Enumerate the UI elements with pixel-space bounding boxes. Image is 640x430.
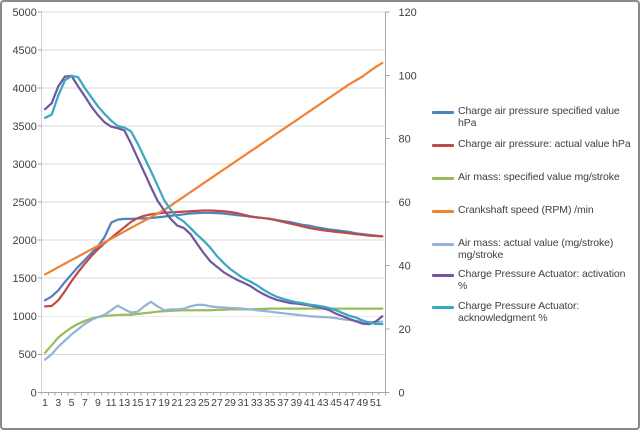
y-axis-left: 0 500 1000 1500 2000 2500 3000 3500 4000 4500 5000 bbox=[12, 7, 42, 399]
x-axis-label: 23 bbox=[185, 398, 197, 409]
y-axis-left-label: 1500 bbox=[12, 273, 36, 285]
x-axis-label: 19 bbox=[158, 398, 170, 409]
y-axis-left-label: 2500 bbox=[12, 197, 36, 209]
x-axis-label: 25 bbox=[198, 398, 210, 409]
y-axis-right-label: 120 bbox=[399, 7, 417, 19]
x-axis-label: 11 bbox=[106, 398, 117, 409]
y-axis-right: 0 20 40 60 80 100 120 bbox=[385, 7, 417, 399]
x-axis-label: 3 bbox=[55, 398, 61, 409]
x-axis-label: 1 bbox=[42, 398, 48, 409]
x-axis: 1 3 5 7 9 11 13 15 17 19 21 23 25 27 29 31 33 35 37 39 41 43 4… bbox=[41, 392, 387, 409]
y-axis-right-label: 40 bbox=[399, 261, 411, 273]
series-line-air-mass-specified bbox=[43, 307, 384, 354]
y-axis-right-label: 80 bbox=[399, 134, 411, 146]
series-line-charge-air-pressure-actual bbox=[43, 209, 384, 308]
x-axis-label: 41 bbox=[304, 398, 316, 409]
x-axis-label: 17 bbox=[145, 398, 157, 409]
y-axis-left-label: 5000 bbox=[12, 7, 36, 19]
x-axis-label: 27 bbox=[211, 398, 223, 409]
y-axis-left-label: 4500 bbox=[12, 45, 36, 57]
x-axis-label: 39 bbox=[291, 398, 303, 409]
y-axis-left-label: 1000 bbox=[12, 311, 36, 323]
series-lines bbox=[43, 61, 384, 361]
x-axis-label: 43 bbox=[317, 398, 329, 409]
x-axis-label: 7 bbox=[82, 398, 88, 409]
x-axis-label: 15 bbox=[132, 398, 144, 409]
y-axis-right-label: 20 bbox=[399, 324, 411, 336]
series-line-crankshaft-speed bbox=[43, 61, 384, 276]
y-axis-left-label: 3000 bbox=[12, 159, 36, 171]
y-axis-left-label: 3500 bbox=[12, 121, 36, 133]
y-axis-left-label: 0 bbox=[31, 387, 37, 399]
x-axis-label: 35 bbox=[264, 398, 276, 409]
x-axis-label: 49 bbox=[357, 398, 369, 409]
gridlines bbox=[41, 11, 386, 355]
x-axis-label: 31 bbox=[238, 398, 250, 409]
x-axis-label: 51 bbox=[370, 398, 382, 409]
x-axis-label: 47 bbox=[343, 398, 355, 409]
x-axis-label: 37 bbox=[277, 398, 289, 409]
x-axis-label: 21 bbox=[172, 398, 184, 409]
series-line-actuator-acknowledgment bbox=[43, 74, 384, 326]
x-axis-label: 5 bbox=[69, 398, 75, 409]
x-axis-label: 13 bbox=[119, 398, 131, 409]
y-axis-right-label: 60 bbox=[399, 197, 411, 209]
x-axis-label: 29 bbox=[224, 398, 236, 409]
x-axis-label: 33 bbox=[251, 398, 263, 409]
x-axis-label: 45 bbox=[330, 398, 342, 409]
y-axis-left-label: 2000 bbox=[12, 235, 36, 247]
series-line-actuator-activation bbox=[43, 74, 384, 326]
y-axis-right-label: 0 bbox=[399, 387, 405, 399]
series-line-charge-air-pressure-specified bbox=[43, 211, 384, 302]
y-axis-right-label: 100 bbox=[399, 70, 417, 82]
y-axis-left-label: 4000 bbox=[12, 83, 36, 95]
y-axis-left-label: 500 bbox=[19, 349, 37, 361]
series-line-air-mass-actual bbox=[43, 300, 384, 361]
x-axis-label: 9 bbox=[95, 398, 101, 409]
